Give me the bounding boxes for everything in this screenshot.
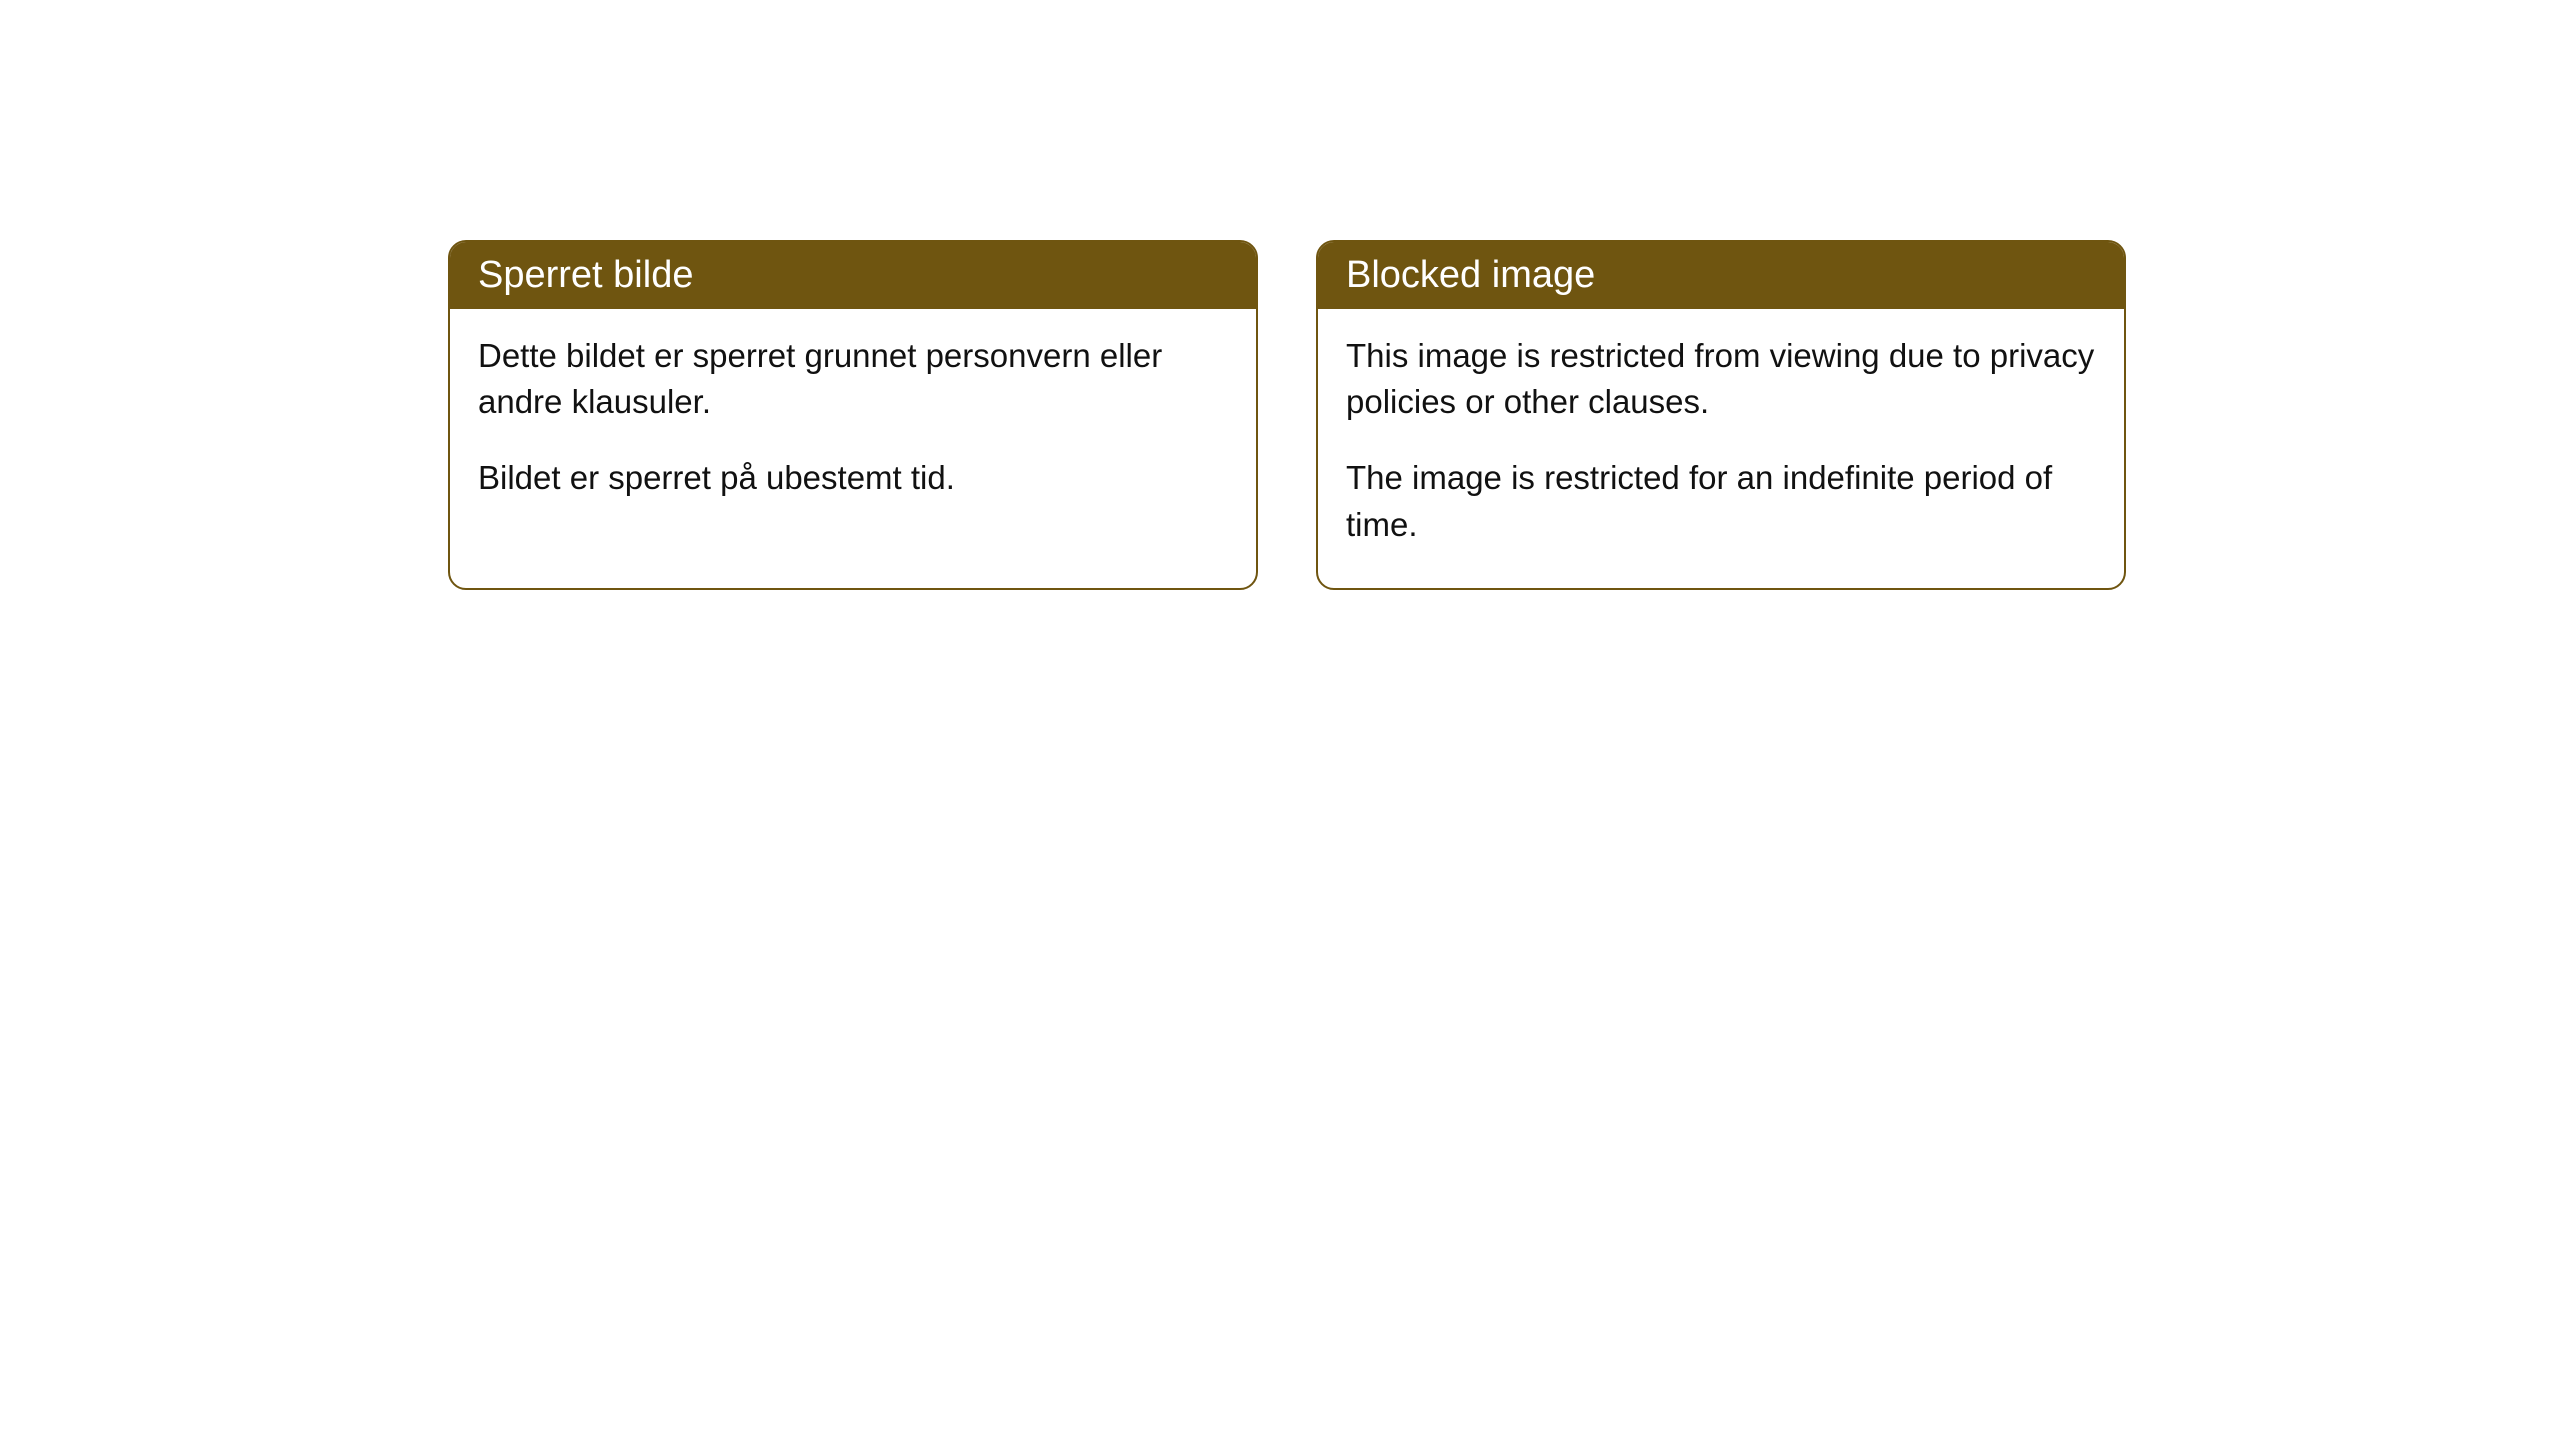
card-body-norwegian: Dette bildet er sperret grunnet personve…: [450, 309, 1256, 542]
card-body-english: This image is restricted from viewing du…: [1318, 309, 2124, 588]
card-paragraph-1-norwegian: Dette bildet er sperret grunnet personve…: [478, 333, 1228, 425]
card-paragraph-1-english: This image is restricted from viewing du…: [1346, 333, 2096, 425]
blocked-image-card-norwegian: Sperret bilde Dette bildet er sperret gr…: [448, 240, 1258, 590]
card-header-norwegian: Sperret bilde: [450, 242, 1256, 309]
card-title-norwegian: Sperret bilde: [478, 254, 693, 296]
card-header-english: Blocked image: [1318, 242, 2124, 309]
blocked-image-card-english: Blocked image This image is restricted f…: [1316, 240, 2126, 590]
card-paragraph-2-norwegian: Bildet er sperret på ubestemt tid.: [478, 455, 1228, 501]
card-title-english: Blocked image: [1346, 254, 1595, 296]
notice-cards-container: Sperret bilde Dette bildet er sperret gr…: [448, 240, 2560, 590]
card-paragraph-2-english: The image is restricted for an indefinit…: [1346, 455, 2096, 547]
